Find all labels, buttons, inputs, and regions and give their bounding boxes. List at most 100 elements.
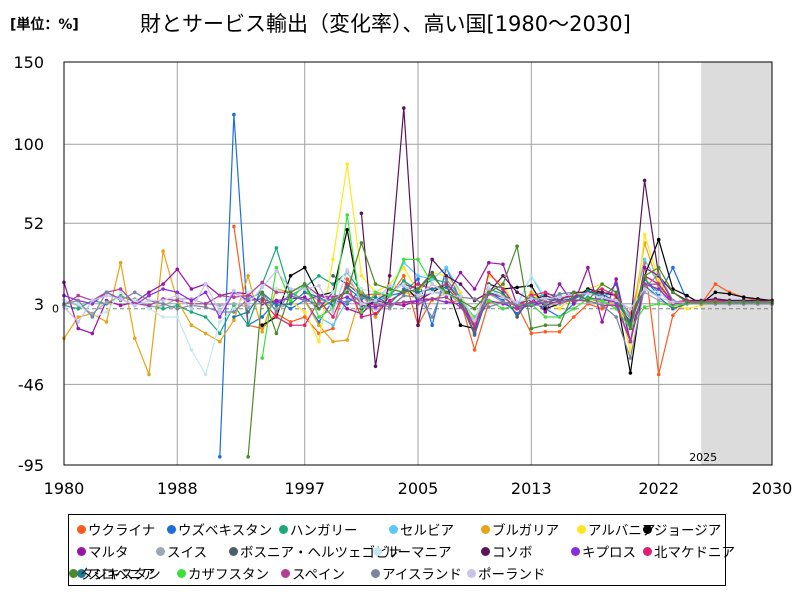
legend-label: アルバニア	[588, 523, 656, 539]
data-point	[600, 303, 604, 308]
data-point	[331, 290, 335, 295]
data-point	[302, 287, 307, 291]
legend-item: ボスニア・ヘルツェゴビナ	[229, 541, 402, 561]
data-point	[416, 298, 420, 303]
x-tick-label: 2030	[752, 479, 793, 498]
data-point	[274, 331, 279, 336]
data-point	[727, 292, 732, 296]
data-point	[232, 112, 236, 117]
legend-label: 北マケドニア	[654, 545, 735, 561]
data-point	[373, 364, 378, 369]
data-point	[232, 306, 236, 311]
data-point	[430, 270, 435, 275]
data-point	[133, 336, 137, 341]
data-point	[359, 211, 364, 216]
data-point	[373, 290, 378, 295]
legend-item: コソボ	[481, 541, 533, 561]
data-point	[671, 306, 675, 311]
data-point	[416, 282, 420, 286]
data-point	[529, 331, 534, 336]
data-point	[246, 290, 250, 295]
legend-item: スロベニア	[77, 563, 156, 583]
data-point	[416, 302, 420, 306]
data-point	[175, 315, 180, 319]
data-point	[147, 290, 151, 295]
data-point	[260, 330, 265, 334]
data-point	[232, 288, 236, 293]
data-point	[373, 303, 378, 308]
legend-marker	[279, 524, 288, 534]
data-point	[557, 282, 562, 286]
data-point	[203, 305, 208, 309]
data-point	[501, 295, 505, 300]
data-point	[189, 310, 194, 314]
data-point	[444, 277, 449, 281]
data-point	[104, 320, 109, 324]
data-point	[260, 323, 265, 328]
data-point	[76, 326, 80, 331]
data-point	[317, 302, 321, 306]
x-tick-label: 1988	[157, 479, 198, 498]
data-point	[175, 293, 180, 298]
data-point	[586, 292, 590, 296]
data-point	[302, 298, 307, 303]
data-point	[671, 300, 675, 305]
legend-marker	[371, 568, 380, 578]
chart-title: 財とサービス輸出（変化率）、高い国[1980～2030]	[140, 12, 631, 36]
data-point	[104, 290, 109, 295]
data-point	[76, 315, 80, 319]
legend-label: スペイン	[292, 567, 346, 583]
data-point	[642, 274, 647, 278]
data-point	[543, 310, 548, 314]
data-point	[656, 272, 661, 277]
legend-marker	[281, 568, 290, 578]
data-point	[345, 300, 350, 305]
data-point	[302, 323, 307, 328]
data-point	[345, 277, 350, 281]
data-point	[161, 298, 165, 303]
data-point	[359, 315, 364, 319]
data-point	[133, 290, 137, 295]
legend-marker	[577, 524, 586, 534]
data-point	[501, 287, 505, 291]
data-point	[161, 287, 165, 291]
legend-marker	[571, 546, 580, 556]
data-point	[642, 305, 647, 309]
data-point	[614, 298, 618, 303]
legend-marker	[77, 524, 86, 534]
data-point	[288, 323, 293, 328]
legend-marker	[373, 546, 382, 556]
data-point	[487, 290, 491, 295]
data-point	[331, 282, 335, 286]
data-point	[543, 315, 548, 319]
data-point	[246, 323, 250, 328]
legend-label: アイスランド	[382, 567, 462, 583]
data-point	[118, 290, 123, 295]
data-point	[345, 306, 350, 311]
data-point	[288, 320, 293, 324]
data-point	[472, 306, 477, 311]
legend-label: セルビア	[400, 523, 454, 539]
data-point	[274, 265, 279, 270]
data-point	[529, 283, 534, 288]
data-point	[444, 290, 449, 295]
data-point	[218, 320, 222, 324]
data-point	[345, 295, 350, 300]
data-point	[232, 318, 236, 323]
data-point	[359, 287, 364, 291]
data-point	[232, 295, 236, 300]
data-point	[515, 305, 519, 309]
legend-label: マルタ	[88, 545, 129, 561]
legend-item: ハンガリー	[279, 519, 358, 539]
data-point	[713, 282, 718, 286]
data-point	[430, 282, 435, 286]
data-point	[656, 287, 661, 291]
data-point	[161, 249, 165, 253]
data-point	[147, 303, 151, 308]
data-point	[572, 290, 576, 295]
data-point	[302, 265, 307, 270]
legend-marker	[229, 546, 238, 556]
data-point	[444, 265, 449, 270]
data-point	[331, 323, 335, 328]
data-point	[628, 371, 633, 375]
